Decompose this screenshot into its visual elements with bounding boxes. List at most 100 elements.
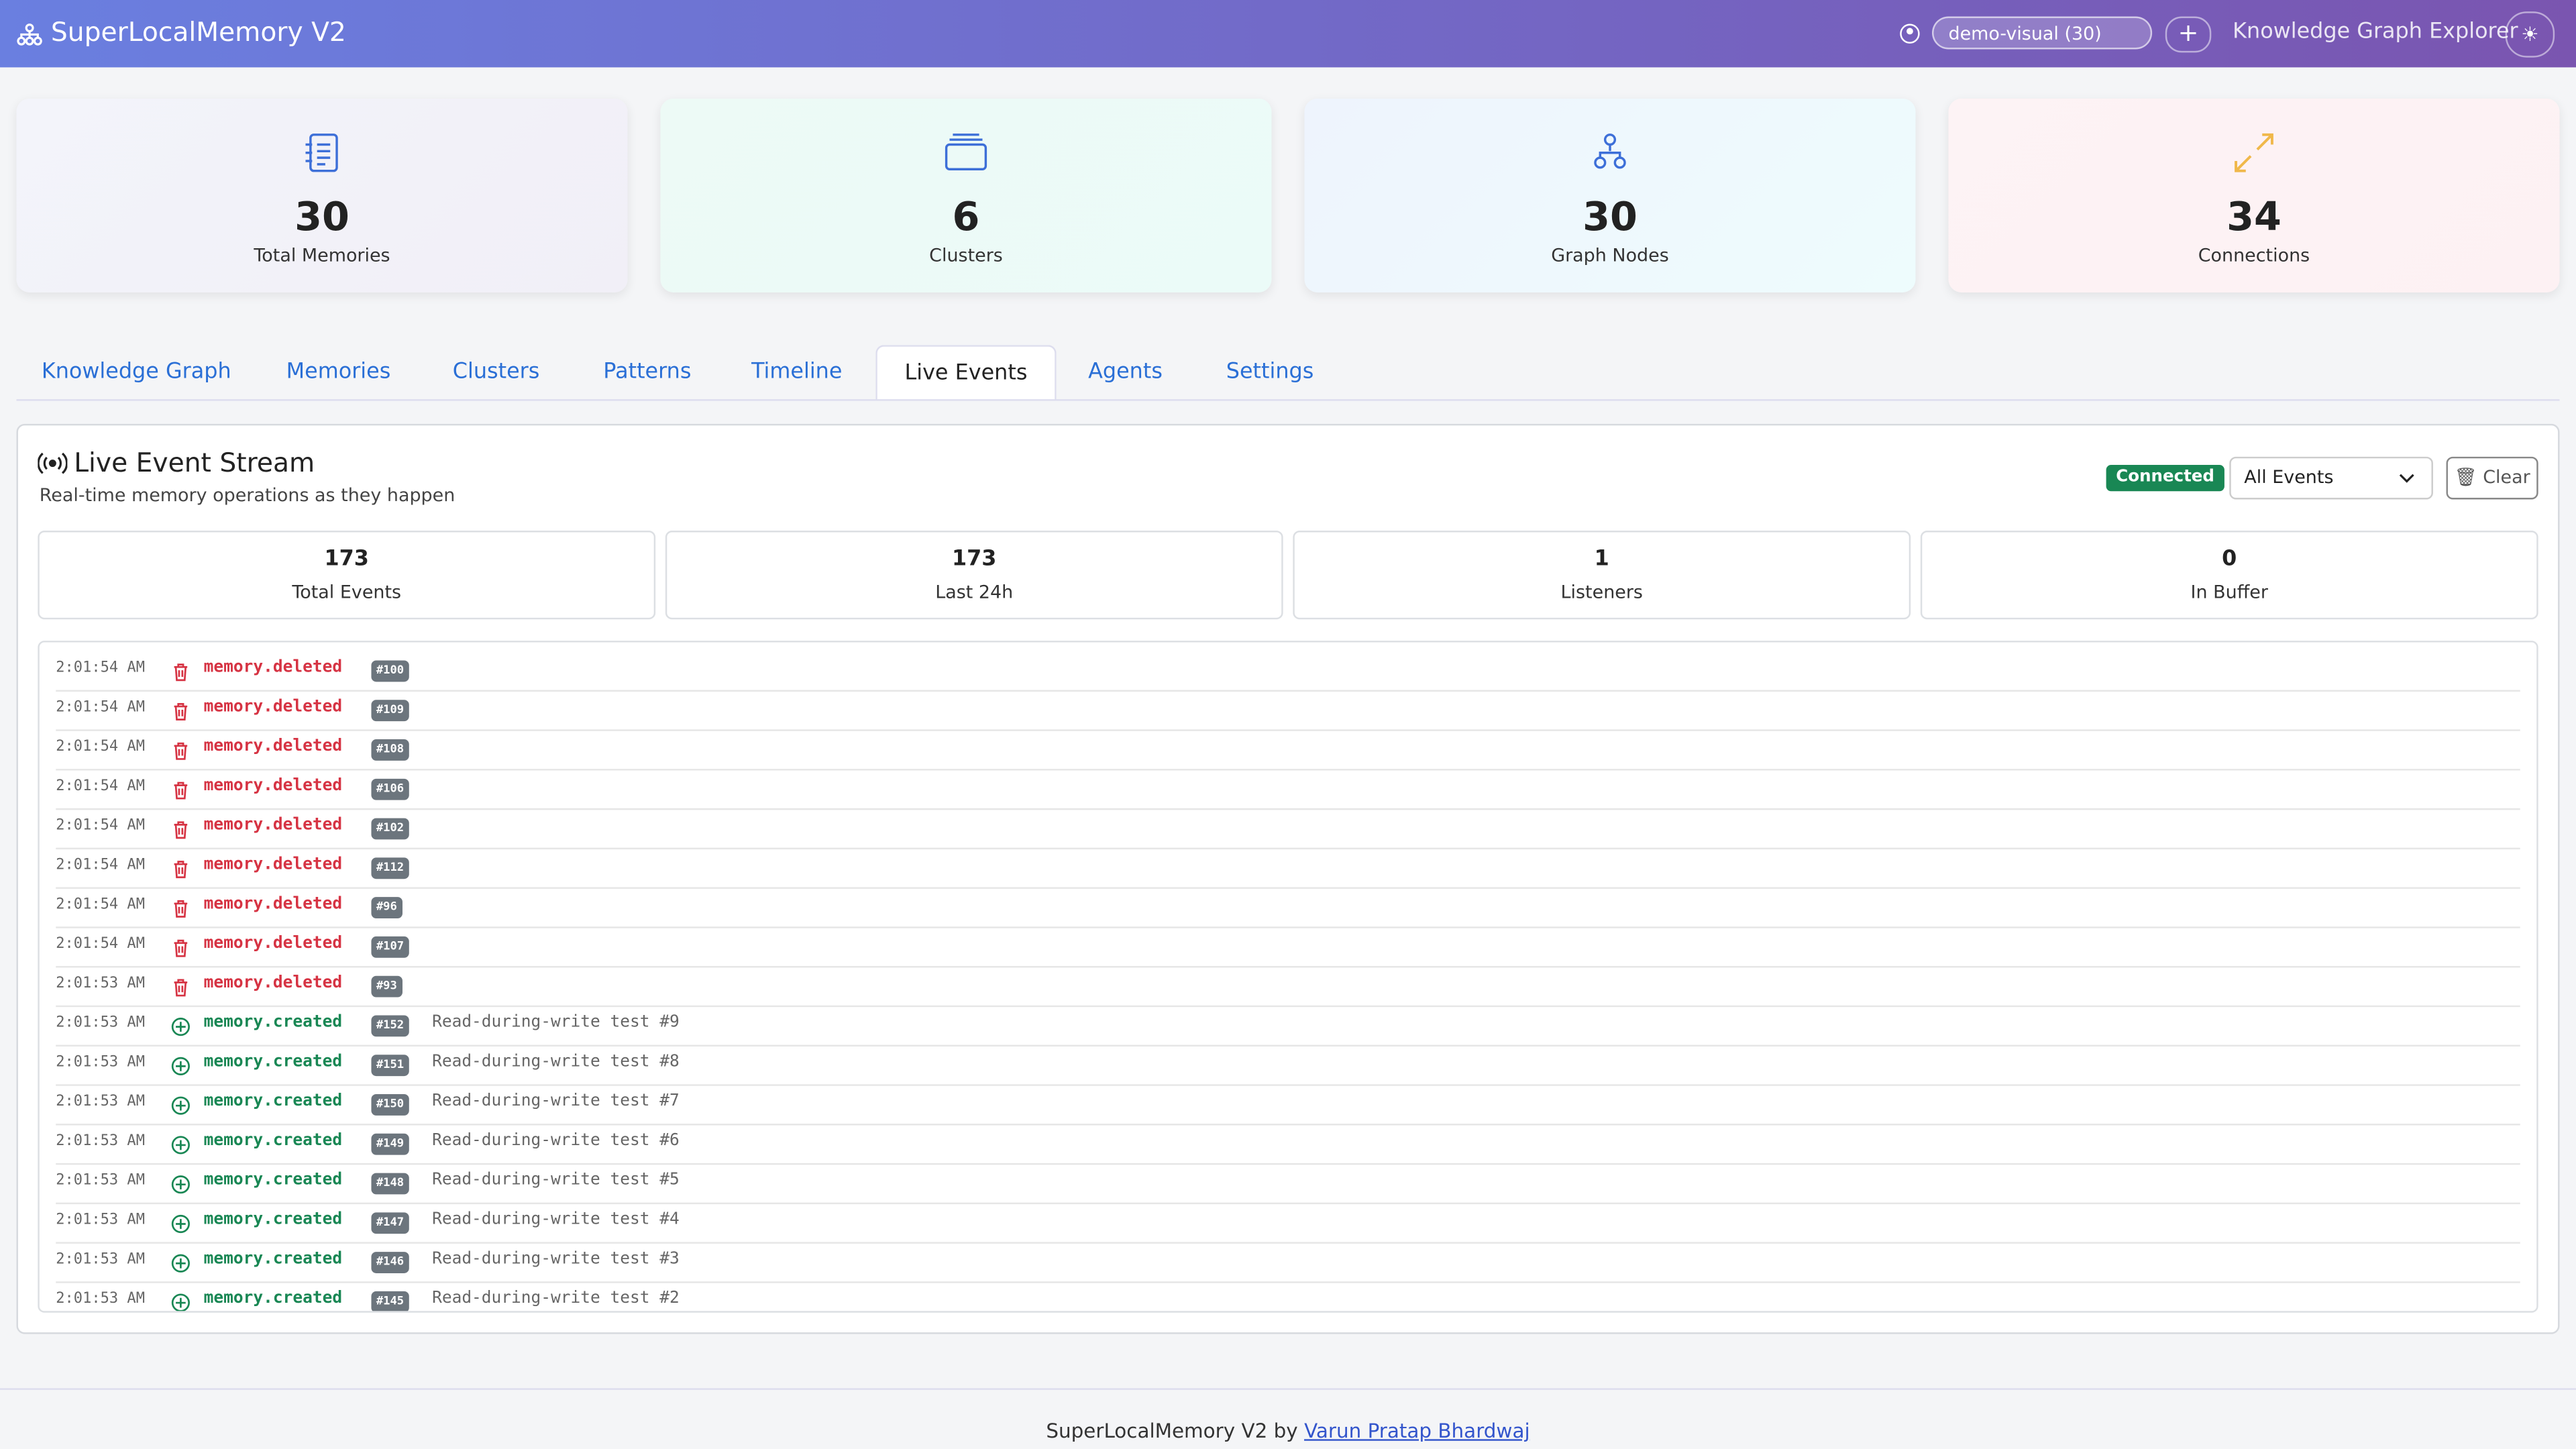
event-row: 2:01:53 AM memory.created #151 Read-during-… xyxy=(56,1045,2520,1086)
create-icon-wrap xyxy=(171,1209,191,1240)
event-row: 2:01:53 AM memory.created #146 Read-during-… xyxy=(56,1242,2520,1283)
delete-icon xyxy=(174,703,188,721)
event-stat-value: 173 xyxy=(951,547,997,572)
event-time: 2:01:54 AM xyxy=(56,700,145,716)
event-time: 2:01:54 AM xyxy=(56,660,145,677)
event-id-badge: #149 xyxy=(371,1133,409,1155)
tab[interactable]: Memories xyxy=(263,345,414,400)
create-icon xyxy=(171,1057,190,1075)
event-type: memory.deleted xyxy=(203,974,343,993)
event-stat: 173 Total Events xyxy=(38,531,656,620)
tab[interactable]: Patterns xyxy=(578,345,716,400)
tab[interactable]: Settings xyxy=(1201,345,1339,400)
event-row: 2:01:54 AM memory.deleted #96 xyxy=(56,887,2520,928)
event-row: 2:01:54 AM memory.deleted #106 xyxy=(56,769,2520,810)
create-icon xyxy=(171,1136,190,1155)
tab[interactable]: Knowledge Graph xyxy=(23,345,250,400)
stat-icon-wrap xyxy=(2233,131,2275,180)
stat-value: 6 xyxy=(952,193,980,240)
event-time: 2:01:54 AM xyxy=(56,857,145,874)
tab[interactable]: Timeline xyxy=(729,345,864,400)
create-icon-wrap xyxy=(171,1248,191,1280)
tab[interactable]: Live Events xyxy=(875,345,1057,401)
event-type: memory.created xyxy=(203,1250,343,1269)
event-time: 2:01:54 AM xyxy=(56,778,145,796)
event-type: memory.deleted xyxy=(203,816,343,835)
status-badge: Connected xyxy=(2106,465,2224,492)
stat-card: 30 Graph Nodes xyxy=(1304,98,1916,292)
event-type: memory.deleted xyxy=(203,737,343,756)
event-row: 2:01:53 AM memory.created #152 Read-during-… xyxy=(56,1006,2520,1047)
clear-button[interactable]: 🗑 Clear xyxy=(2446,456,2538,500)
tab-label: Live Events xyxy=(904,361,1028,386)
delete-icon-wrap xyxy=(171,854,191,885)
app-title: SuperLocalMemory V2 xyxy=(50,16,346,48)
event-row: 2:01:53 AM memory.created #147 Read-during-… xyxy=(56,1203,2520,1244)
event-message: Read-during-write test #8 xyxy=(432,1053,680,1071)
create-icon-wrap xyxy=(171,1012,191,1044)
event-message: Read-during-write test #9 xyxy=(432,1014,680,1032)
event-row: 2:01:53 AM memory.deleted #93 xyxy=(56,966,2520,1008)
event-type: memory.deleted xyxy=(203,895,343,914)
add-profile-button[interactable]: + xyxy=(2165,16,2212,53)
event-type: memory.created xyxy=(203,1014,343,1032)
event-id-badge: #147 xyxy=(371,1212,409,1234)
event-filter[interactable]: All Events xyxy=(2229,456,2433,500)
stat-value: 30 xyxy=(1582,193,1638,240)
stat-label: Total Memories xyxy=(254,244,390,266)
create-icon xyxy=(171,1293,190,1311)
event-stat-label: Total Events xyxy=(292,581,402,603)
event-time: 2:01:54 AM xyxy=(56,739,145,756)
event-stat-label: In Buffer xyxy=(2190,581,2268,603)
event-time: 2:01:54 AM xyxy=(56,936,145,953)
event-id-badge: #151 xyxy=(371,1055,409,1077)
create-icon xyxy=(171,1254,190,1273)
event-id-badge: #112 xyxy=(371,857,409,879)
delete-icon-wrap xyxy=(171,894,191,925)
event-time: 2:01:53 AM xyxy=(56,1252,145,1269)
delete-icon xyxy=(174,742,188,760)
stat-icon-wrap xyxy=(945,131,987,180)
event-row: 2:01:54 AM memory.deleted #112 xyxy=(56,848,2520,889)
create-icon-wrap xyxy=(171,1130,191,1162)
tab[interactable]: Agents xyxy=(1063,345,1187,400)
event-id-badge: #152 xyxy=(371,1015,409,1037)
event-message: Read-during-write test #6 xyxy=(432,1132,680,1150)
event-time: 2:01:53 AM xyxy=(56,1212,145,1229)
delete-icon-wrap xyxy=(171,775,191,807)
tab-border xyxy=(16,399,2560,401)
filter-value: All Events xyxy=(2244,466,2334,488)
create-icon xyxy=(171,1214,190,1234)
create-icon-wrap xyxy=(171,1051,191,1083)
event-row: 2:01:54 AM memory.deleted #108 xyxy=(56,729,2520,771)
tab[interactable]: Clusters xyxy=(427,345,566,400)
event-row: 2:01:54 AM memory.deleted #109 xyxy=(56,690,2520,731)
event-message: Read-during-write test #2 xyxy=(432,1289,680,1308)
delete-icon xyxy=(174,782,188,800)
event-type: memory.created xyxy=(203,1053,343,1071)
create-icon-wrap xyxy=(171,1091,191,1122)
event-message: Read-during-write test #3 xyxy=(432,1250,680,1269)
event-type: memory.created xyxy=(203,1171,343,1190)
event-type: memory.deleted xyxy=(203,777,343,796)
panel-title: Live Event Stream xyxy=(74,447,315,478)
profile-select[interactable]: demo-visual (30) xyxy=(1932,16,2153,50)
delete-icon-wrap xyxy=(171,736,191,767)
event-message: Read-during-write test #7 xyxy=(432,1092,680,1111)
event-stat-label: Last 24h xyxy=(935,581,1014,603)
stat-icon xyxy=(305,133,338,172)
delete-icon xyxy=(174,861,188,879)
theme-toggle[interactable]: ☀ xyxy=(2505,11,2555,58)
broadcast-icon xyxy=(38,452,68,474)
tab-label: Memories xyxy=(286,360,391,385)
event-time: 2:01:53 AM xyxy=(56,1094,145,1111)
event-id-badge: #102 xyxy=(371,818,409,840)
author-link[interactable]: Varun Pratap Bhardwaj xyxy=(1304,1419,1530,1443)
header: SuperLocalMemory V2 demo-visual (30) + K… xyxy=(0,0,2576,68)
create-icon xyxy=(171,1175,190,1194)
create-icon xyxy=(171,1096,190,1115)
event-id-badge: #146 xyxy=(371,1252,409,1273)
event-id-badge: #96 xyxy=(371,897,402,918)
event-row: 2:01:53 AM memory.created #149 Read-during-… xyxy=(56,1124,2520,1165)
